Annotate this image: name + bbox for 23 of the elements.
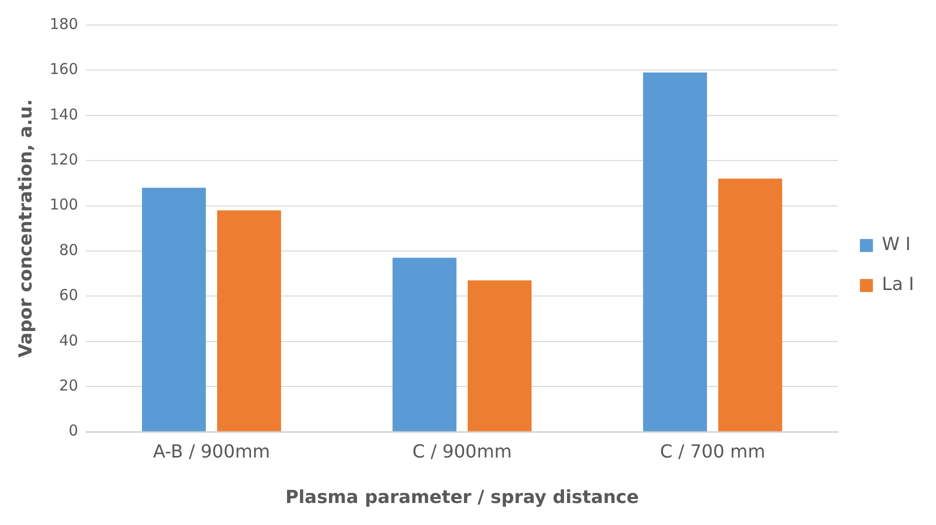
bar [643, 72, 707, 432]
y-tick-label: 120 [50, 150, 78, 168]
x-tick-label: A-B / 900mm [152, 441, 270, 462]
legend-label: W I [882, 234, 911, 256]
y-tick-label: 40 [59, 331, 78, 350]
bar [217, 210, 282, 432]
bar [392, 258, 456, 432]
y-tick-label: 0 [68, 422, 78, 440]
y-tick-label: 180 [50, 14, 78, 33]
y-tick-label: 80 [59, 240, 78, 259]
bar [718, 178, 782, 432]
y-tick-label: 100 [50, 196, 78, 214]
y-tick-label: 20 [59, 376, 78, 394]
y-tick-label: 140 [50, 105, 78, 124]
bar [142, 188, 206, 432]
x-tick-label: C / 700 mm [660, 441, 766, 462]
y-axis-title: Vapor concentration, a.u. [15, 99, 36, 358]
y-tick-label: 160 [50, 60, 78, 78]
legend-label: La I [882, 274, 914, 296]
x-axis-title: Plasma parameter / spray distance [285, 486, 639, 508]
x-tick-label: C / 900mm [412, 441, 512, 462]
y-tick-label: 60 [59, 286, 78, 304]
bar [468, 280, 532, 432]
